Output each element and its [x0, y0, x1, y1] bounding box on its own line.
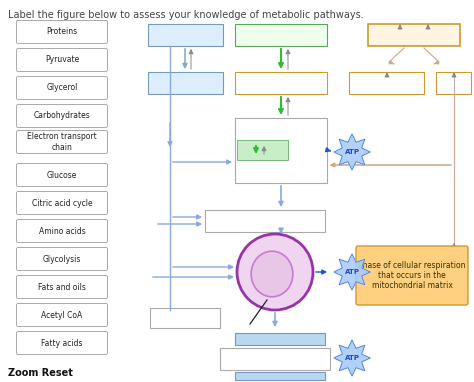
FancyBboxPatch shape [17, 332, 108, 354]
Text: Carbohydrates: Carbohydrates [34, 112, 91, 120]
Text: Amino acids: Amino acids [38, 227, 85, 235]
FancyBboxPatch shape [17, 131, 108, 154]
Bar [148, 24, 223, 46]
Text: Proteins: Proteins [46, 28, 78, 37]
Text: ATP: ATP [345, 269, 359, 275]
FancyBboxPatch shape [17, 191, 108, 215]
Text: Glycolysis: Glycolysis [43, 254, 81, 264]
Text: Glycerol: Glycerol [46, 84, 78, 92]
FancyBboxPatch shape [17, 76, 108, 99]
Text: ATP: ATP [345, 149, 359, 155]
Bar [205, 210, 325, 232]
Bar [436, 72, 471, 94]
Text: Phase of cellular respiration
that occurs in the
mitochondrial matrix: Phase of cellular respiration that occur… [358, 261, 466, 290]
Bar [235, 333, 325, 345]
Bar [235, 24, 327, 46]
Bar [235, 372, 325, 380]
FancyBboxPatch shape [356, 246, 468, 305]
Polygon shape [334, 254, 370, 290]
Polygon shape [334, 134, 370, 170]
Text: ATP: ATP [345, 355, 359, 361]
FancyBboxPatch shape [17, 105, 108, 128]
Bar [148, 72, 223, 94]
FancyBboxPatch shape [17, 163, 108, 186]
Polygon shape [334, 340, 370, 376]
Bar [235, 72, 327, 94]
Text: Zoom Reset: Zoom Reset [8, 368, 73, 378]
Text: Acetyl CoA: Acetyl CoA [41, 311, 82, 319]
Bar [368, 24, 460, 46]
Ellipse shape [251, 251, 293, 297]
Ellipse shape [237, 234, 313, 310]
FancyBboxPatch shape [17, 304, 108, 327]
FancyBboxPatch shape [17, 49, 108, 71]
Bar [237, 140, 288, 160]
Text: Citric acid cycle: Citric acid cycle [32, 199, 92, 207]
Text: Glucose: Glucose [47, 170, 77, 180]
FancyBboxPatch shape [17, 21, 108, 44]
FancyBboxPatch shape [17, 220, 108, 243]
FancyBboxPatch shape [17, 275, 108, 298]
FancyBboxPatch shape [17, 248, 108, 270]
Bar [235, 118, 327, 183]
Bar [349, 72, 424, 94]
Text: Label the figure below to assess your knowledge of metabolic pathways.: Label the figure below to assess your kn… [8, 10, 364, 20]
Text: Pyruvate: Pyruvate [45, 55, 79, 65]
Bar [220, 348, 330, 370]
Text: Fatty acids: Fatty acids [41, 338, 83, 348]
Bar [150, 308, 220, 328]
Text: Fats and oils: Fats and oils [38, 283, 86, 291]
Text: Electron transport
chain: Electron transport chain [27, 132, 97, 152]
